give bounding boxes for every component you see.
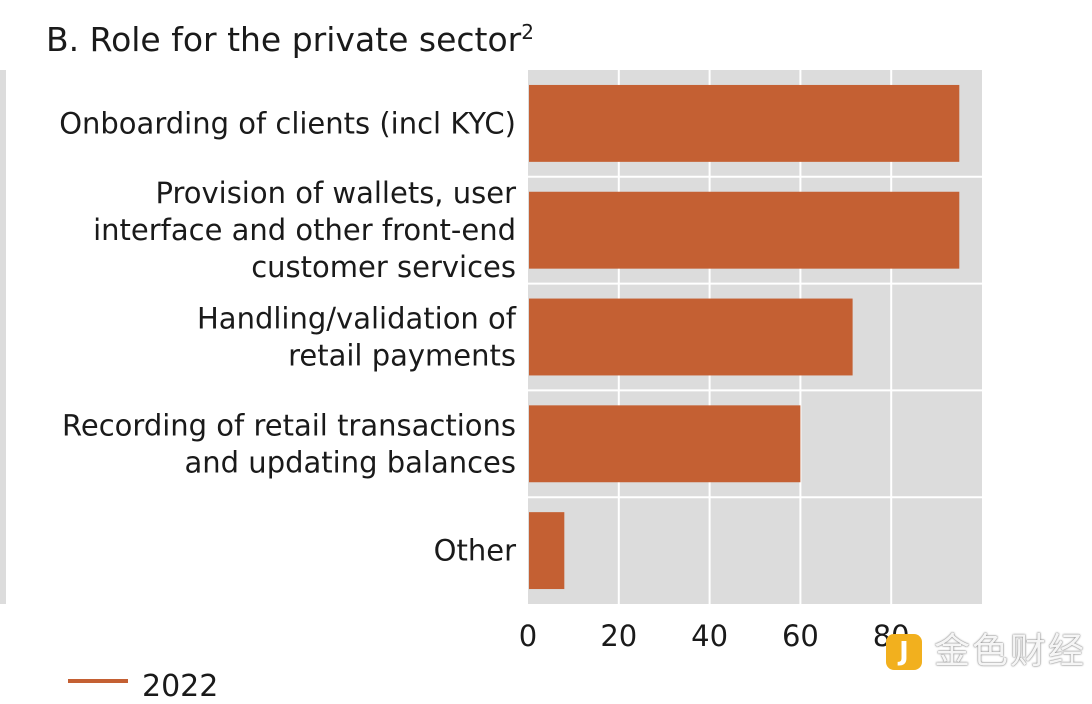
category-label-4-line-0: Other [434,534,516,568]
category-label-3-line-1: and updating balances [185,445,516,479]
chart-title-footnote: 2 [521,20,534,44]
category-label-layer: Onboarding of clients (incl KYC) Provisio… [59,106,517,567]
legend-swatch [68,679,128,683]
category-label-0: Onboarding of clients (incl KYC) [59,106,516,140]
category-label-1: Provision of wallets, user interface and … [93,176,516,284]
left-rule [0,70,6,604]
category-label-2: Handling/validation of retail payments [197,302,517,373]
category-label-3: Recording of retail transactions and upda… [62,408,516,479]
bar-2 [529,298,853,376]
category-label-1-line-2: customer services [251,250,516,284]
category-label-1-line-0: Provision of wallets, user [155,176,516,210]
x-tick-label-2: 40 [691,619,728,653]
bar-layer [529,84,960,590]
category-label-2-line-1: retail payments [288,339,516,373]
x-tick-label-1: 20 [600,619,637,653]
chart-svg: Onboarding of clients (incl KYC) Provisio… [59,70,982,653]
chart: B. Role for the private sector2 Onboardi… [0,18,1086,702]
jinse-logo-icon: J [886,634,922,670]
watermark: J 金色财经 [886,628,1086,676]
category-label-1-line-1: interface and other front-end [93,213,516,247]
legend-label: 2022 [142,669,219,704]
category-label-0-line-0: Onboarding of clients (incl KYC) [59,106,516,140]
bar-1 [529,191,960,269]
category-label-4: Other [434,534,516,568]
bar-3 [529,405,801,483]
bar-0 [529,84,960,162]
x-tick-layer: 020406080 [519,619,910,653]
bar-4 [529,512,565,590]
x-tick-label-0: 0 [519,619,537,653]
category-label-2-line-0: Handling/validation of [197,302,517,336]
chart-title-text: B. Role for the private sector [46,20,522,59]
x-tick-label-3: 60 [782,619,819,653]
category-label-3-line-0: Recording of retail transactions [62,408,516,442]
watermark-text: 金色财经 [934,631,1087,672]
chart-title: B. Role for the private sector2 [46,18,534,62]
